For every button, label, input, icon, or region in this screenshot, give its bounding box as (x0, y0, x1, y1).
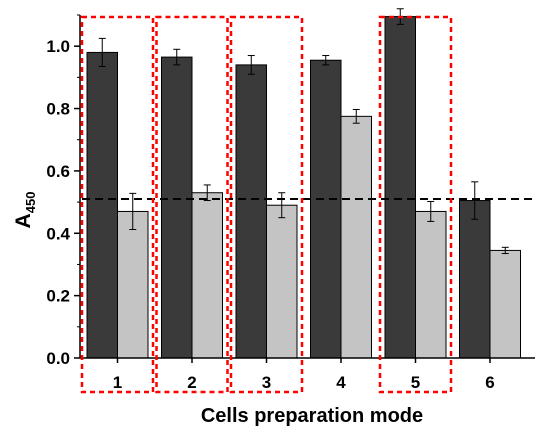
y-axis-title-main: A (12, 213, 35, 228)
x-axis-title: Cells preparation mode (201, 405, 423, 427)
highlight-box-5 (378, 15, 453, 394)
bar-2-4 (340, 115, 372, 359)
tick-label-layer: 0.0 0.2 0.4 0.6 0.8 1.0 1 2 3 4 5 6 (46, 37, 494, 392)
y-axis-title-subscript: 450 (23, 192, 38, 214)
x-tick-label-6: 6 (485, 373, 494, 392)
highlight-box-layer (80, 15, 453, 394)
bar-1-2 (161, 56, 193, 359)
y-tick-label: 0.8 (46, 100, 70, 119)
highlight-box-3 (229, 15, 304, 394)
bar-1-3 (235, 64, 267, 359)
bar-1-5 (384, 16, 416, 359)
highlight-box-1 (80, 15, 155, 394)
error-bar-layer (98, 8, 509, 255)
bar-2-2 (191, 192, 223, 359)
bar-1-4 (310, 59, 342, 359)
y-tick-label: 0.0 (46, 349, 70, 368)
bar-1-6 (459, 200, 491, 359)
bar-2-1 (117, 210, 149, 359)
x-tick-label-5: 5 (411, 373, 420, 392)
bar-2-3 (266, 204, 298, 359)
x-tick-label-2: 2 (187, 373, 196, 392)
y-axis-title: A450 (12, 192, 38, 229)
y-tick-label: 0.6 (46, 162, 70, 181)
bar-2-6 (489, 249, 521, 359)
y-tick-label: 1.0 (46, 37, 70, 56)
x-tick-label-1: 1 (113, 373, 122, 392)
y-tick-label: 0.2 (46, 287, 70, 306)
bar-1-1 (86, 51, 118, 359)
highlight-box-2 (155, 15, 229, 394)
y-tick-label: 0.4 (46, 224, 70, 243)
bar-2-5 (415, 210, 447, 359)
x-tick-label-4: 4 (336, 373, 346, 392)
x-tick-label-3: 3 (262, 373, 271, 392)
